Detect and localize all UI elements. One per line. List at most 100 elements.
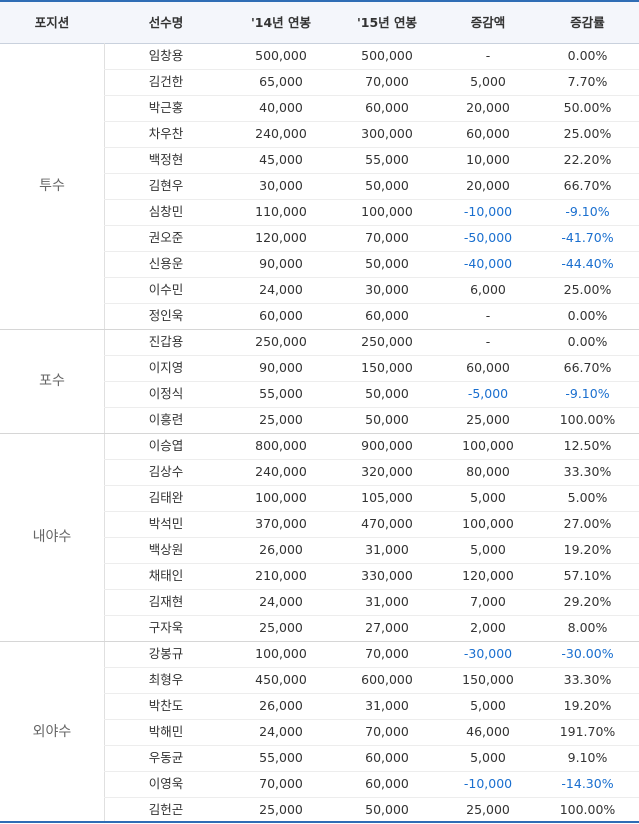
row-divider <box>104 407 639 408</box>
salary-2014-cell: 25,000 <box>259 412 303 427</box>
change-rate-cell: 25.00% <box>563 282 612 297</box>
change-amount-cell: 150,000 <box>462 672 514 687</box>
salary-2014-cell: 250,000 <box>255 334 307 349</box>
salary-2014-cell: 100,000 <box>255 646 307 661</box>
salary-2014-cell: 210,000 <box>255 568 307 583</box>
table-bottom-rule <box>0 821 639 823</box>
change-amount-cell: - <box>485 48 491 63</box>
salary-2014-cell: 240,000 <box>255 464 307 479</box>
salary-2015-cell: 70,000 <box>365 74 409 89</box>
salary-2015-cell: 470,000 <box>361 516 413 531</box>
row-divider <box>104 537 639 538</box>
change-rate-cell: 25.00% <box>563 126 612 141</box>
change-rate-cell: 66.70% <box>563 178 612 193</box>
change-amount-cell: 120,000 <box>462 568 514 583</box>
player-name-cell: 이영욱 <box>148 776 184 791</box>
change-rate-cell: 66.70% <box>563 360 612 375</box>
salary-2015-cell: 60,000 <box>365 750 409 765</box>
player-name-cell: 이승엽 <box>148 438 184 453</box>
salary-2014-cell: 25,000 <box>259 802 303 817</box>
change-amount-cell: - <box>485 308 491 323</box>
row-divider <box>104 173 639 174</box>
salary-2014-cell: 800,000 <box>255 438 307 453</box>
player-name-cell: 박석민 <box>148 516 184 531</box>
salary-2014-cell: 24,000 <box>259 594 303 609</box>
salary-2014-cell: 90,000 <box>259 360 303 375</box>
salary-2015-cell: 900,000 <box>361 438 413 453</box>
player-name-cell: 박찬도 <box>148 698 184 713</box>
change-amount-cell: 60,000 <box>466 126 510 141</box>
salary-2015-cell: 500,000 <box>361 48 413 63</box>
change-rate-cell: 9.10% <box>567 750 608 765</box>
salary-2015-cell: 60,000 <box>365 308 409 323</box>
change-amount-cell: -40,000 <box>463 256 513 271</box>
change-amount-cell: - <box>485 334 491 349</box>
salary-2015-cell: 50,000 <box>365 386 409 401</box>
salary-2015-cell: 60,000 <box>365 100 409 115</box>
change-amount-cell: 5,000 <box>470 750 506 765</box>
row-divider <box>104 563 639 564</box>
player-name-cell: 임창용 <box>148 48 184 63</box>
salary-2014-cell: 26,000 <box>259 542 303 557</box>
change-rate-cell: 22.20% <box>563 152 612 167</box>
header-salary-2014: '14년 연봉 <box>250 15 312 30</box>
change-amount-cell: 5,000 <box>470 698 506 713</box>
salary-2014-cell: 24,000 <box>259 282 303 297</box>
salary-2015-cell: 60,000 <box>365 776 409 791</box>
change-rate-cell: 100.00% <box>559 802 616 817</box>
salary-2015-cell: 250,000 <box>361 334 413 349</box>
change-amount-cell: 6,000 <box>470 282 506 297</box>
salary-2014-cell: 30,000 <box>259 178 303 193</box>
header-position: 포지션 <box>34 15 70 30</box>
row-divider <box>104 277 639 278</box>
group-divider <box>0 433 639 434</box>
salary-2014-cell: 70,000 <box>259 776 303 791</box>
player-name-cell: 채태인 <box>148 568 184 583</box>
change-amount-cell: -10,000 <box>463 776 513 791</box>
salary-2014-cell: 55,000 <box>259 386 303 401</box>
salary-2015-cell: 30,000 <box>365 282 409 297</box>
change-amount-cell: 5,000 <box>470 542 506 557</box>
position-column-divider <box>104 43 105 821</box>
player-name-cell: 차우찬 <box>148 126 184 141</box>
change-rate-cell: 0.00% <box>567 334 608 349</box>
row-divider <box>104 719 639 720</box>
position-group-label: 내야수 <box>32 529 72 545</box>
change-amount-cell: -30,000 <box>463 646 513 661</box>
salary-2015-cell: 31,000 <box>365 542 409 557</box>
salary-2014-cell: 500,000 <box>255 48 307 63</box>
salary-2015-cell: 320,000 <box>361 464 413 479</box>
salary-2015-cell: 70,000 <box>365 230 409 245</box>
player-name-cell: 백정현 <box>148 152 184 167</box>
salary-2015-cell: 100,000 <box>361 204 413 219</box>
change-rate-cell: 19.20% <box>563 542 612 557</box>
salary-2014-cell: 100,000 <box>255 490 307 505</box>
salary-2014-cell: 110,000 <box>255 204 307 219</box>
player-name-cell: 김헌곤 <box>148 802 184 817</box>
salary-2014-cell: 26,000 <box>259 698 303 713</box>
change-rate-cell: -14.30% <box>561 776 614 791</box>
salary-2015-cell: 27,000 <box>365 620 409 635</box>
salary-2014-cell: 120,000 <box>255 230 307 245</box>
change-amount-cell: 100,000 <box>462 438 514 453</box>
position-group-label: 포수 <box>39 373 65 389</box>
change-rate-cell: 29.20% <box>563 594 612 609</box>
change-rate-cell: -30.00% <box>561 646 614 661</box>
change-amount-cell: -5,000 <box>467 386 509 401</box>
salary-2014-cell: 40,000 <box>259 100 303 115</box>
change-amount-cell: 5,000 <box>470 490 506 505</box>
change-rate-cell: -44.40% <box>561 256 614 271</box>
player-name-cell: 이흥련 <box>148 412 184 427</box>
change-rate-cell: 0.00% <box>567 308 608 323</box>
salary-2015-cell: 330,000 <box>361 568 413 583</box>
change-amount-cell: 7,000 <box>470 594 506 609</box>
row-divider <box>104 771 639 772</box>
row-divider <box>104 667 639 668</box>
player-name-cell: 정인욱 <box>148 308 184 323</box>
salary-2015-cell: 31,000 <box>365 698 409 713</box>
player-name-cell: 김재현 <box>148 594 184 609</box>
player-name-cell: 김태완 <box>148 490 184 505</box>
header-change-amount: 증감액 <box>470 15 506 30</box>
change-amount-cell: -50,000 <box>463 230 513 245</box>
